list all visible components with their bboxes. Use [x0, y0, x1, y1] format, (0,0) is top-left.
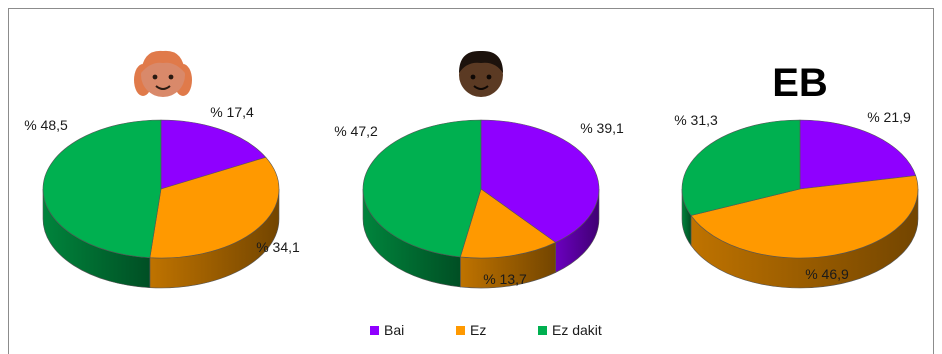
pie-2-slice-ez-dakit	[362, 119, 482, 258]
pie-1-label-ez: % 34,1	[256, 239, 300, 255]
pie-1-label-bai: % 17,4	[210, 104, 254, 120]
legend-swatch-bai	[370, 326, 379, 335]
legend: Bai Ez Ez dakit	[370, 322, 602, 338]
legend-label-ez: Ez	[470, 322, 486, 338]
boy-face-icon	[459, 50, 503, 97]
pie-1-slice-bai	[160, 119, 267, 190]
pie-2-label-bai: % 39,1	[580, 120, 624, 136]
pie-chart-2: % 39,1 % 13,7 % 47,2	[334, 119, 624, 289]
legend-swatch-ez	[456, 326, 465, 335]
pie-3-label-bai: % 21,9	[867, 109, 911, 125]
pie-3-label-ez-dakit: % 31,3	[674, 112, 718, 128]
pie-1-label-ez-dakit: % 48,5	[24, 117, 68, 133]
pie-3-slice-bai	[799, 119, 917, 190]
pie-3-label-ez: % 46,9	[805, 266, 849, 282]
pie-1-slice-ez-dakit	[42, 119, 162, 259]
chart-title-eb: EB	[772, 61, 828, 105]
legend-swatch-ez-dakit	[538, 326, 547, 335]
pie-2-label-ez-dakit: % 47,2	[334, 123, 378, 139]
pie-2-slice-bai	[480, 119, 600, 243]
pie-chart-3: % 21,9 % 46,9 % 31,3	[674, 109, 919, 289]
pie-1-slice-ez	[149, 156, 280, 259]
pie-2-slice-ez	[459, 188, 557, 259]
pie-chart-1: % 17,4 % 34,1 % 48,5	[24, 104, 300, 289]
pie-2-label-ez: % 13,7	[483, 271, 527, 287]
legend-label-ez-dakit: Ez dakit	[552, 322, 602, 338]
girl-face-icon	[134, 50, 192, 97]
pie-3-slice-ez	[690, 175, 919, 259]
pie-3-slice-ez-dakit	[681, 119, 801, 216]
legend-label-bai: Bai	[384, 322, 404, 338]
